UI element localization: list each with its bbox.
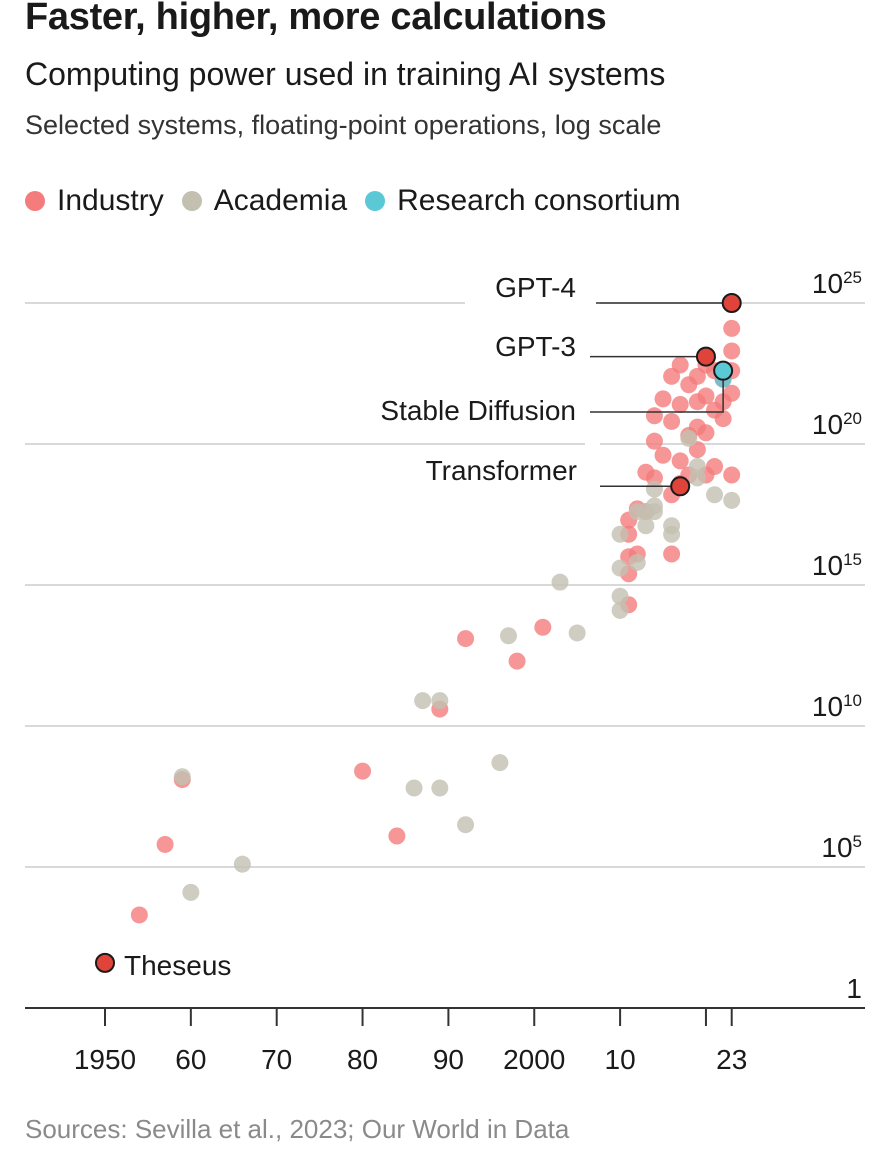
point-industry-19	[645, 432, 663, 450]
highlight-point-theseus	[95, 952, 115, 973]
point-academia-19	[637, 517, 655, 535]
y-tick-label-20: 1020	[812, 409, 862, 440]
x-tick-label-1970: 70	[261, 1044, 292, 1075]
point-academia-8	[491, 754, 509, 772]
point-academia-28	[706, 486, 724, 504]
legend-academia-dot	[181, 191, 202, 211]
point-industry-28	[671, 396, 689, 414]
legend-item-industry: Industry	[25, 184, 164, 218]
point-industry-18	[645, 407, 663, 425]
point-academia-16	[628, 553, 646, 571]
legend-industry-dot	[25, 191, 45, 211]
annotation-label-theseus: Theseus	[124, 950, 231, 981]
y-tick-label-10: 1010	[812, 691, 862, 722]
annotation-label-gpt-3: GPT-3	[495, 331, 576, 362]
point-academia-0	[173, 768, 191, 786]
source-note: Sources: Sevilla et al., 2023; Our World…	[25, 1114, 570, 1144]
point-industry-44	[706, 458, 724, 476]
point-academia-21	[645, 497, 663, 515]
x-tick-label-2000: 2000	[503, 1044, 565, 1075]
legend: Industry Academia Research consortium	[25, 184, 699, 218]
point-industry-52	[723, 466, 741, 484]
leader-line-stable-diffusion	[590, 370, 724, 413]
point-industry-48	[723, 342, 741, 360]
point-industry-6	[457, 630, 475, 648]
legend-industry-label: Industry	[57, 184, 164, 217]
point-academia-6	[431, 692, 449, 710]
point-academia-5	[431, 779, 449, 797]
point-industry-51	[723, 384, 741, 402]
point-academia-12	[611, 601, 629, 619]
point-industry-7	[508, 652, 526, 670]
legend-consortium-label: Research consortium	[397, 184, 681, 217]
point-academia-4	[405, 779, 423, 797]
x-tick-label-1960: 60	[175, 1044, 206, 1075]
y-tick-label-25: 1025	[812, 268, 862, 299]
point-academia-11	[568, 624, 586, 642]
point-academia-27	[688, 469, 706, 487]
point-academia-22	[645, 480, 663, 498]
point-industry-27	[671, 356, 689, 374]
point-industry-49	[723, 319, 741, 337]
highlight-point-gpt-3	[695, 346, 716, 367]
point-industry-3	[354, 762, 372, 780]
legend-consortium-dot	[365, 191, 386, 211]
point-academia-10	[551, 573, 569, 591]
point-industry-8	[534, 618, 552, 636]
point-academia-13	[611, 587, 629, 605]
point-academia-24	[663, 525, 681, 543]
point-academia-14	[611, 559, 629, 577]
point-industry-1	[156, 835, 174, 853]
point-academia-1	[182, 883, 200, 901]
point-industry-21	[654, 390, 672, 408]
point-academia-29	[723, 491, 741, 509]
chart-title: Faster, higher, more calculations	[25, 0, 607, 38]
point-industry-0	[130, 906, 148, 924]
x-tick-label-1950: 1950	[74, 1044, 136, 1075]
point-industry-39	[697, 387, 715, 405]
chart-subtitle: Computing power used in training AI syst…	[25, 56, 666, 92]
y-tick-label-0: 1	[846, 973, 862, 1004]
point-industry-40	[697, 424, 715, 442]
point-academia-7	[457, 816, 475, 834]
highlight-point-transformer	[670, 476, 691, 497]
legend-item-research-consortium: Research consortium	[365, 184, 681, 218]
point-academia-2	[233, 855, 251, 873]
point-industry-25	[663, 412, 681, 430]
annotation-label-gpt-4: GPT-4	[495, 272, 576, 303]
legend-academia-label: Academia	[213, 184, 348, 217]
point-industry-23	[663, 545, 681, 563]
highlight-point-stable-diffusion	[713, 360, 734, 381]
x-tick-label-1980: 80	[347, 1044, 378, 1075]
x-tick-label-2023: 23	[716, 1044, 747, 1075]
point-academia-15	[611, 525, 629, 543]
point-academia-9	[499, 627, 517, 645]
highlight-point-gpt-4	[721, 293, 742, 313]
point-industry-47	[714, 410, 732, 428]
point-industry-4	[388, 827, 406, 845]
point-academia-25	[680, 429, 698, 447]
point-academia-3	[414, 692, 432, 710]
legend-item-academia: Academia	[181, 184, 348, 218]
y-tick-label-5: 105	[821, 832, 862, 863]
annotation-label-transformer: Transformer	[426, 455, 577, 486]
annotation-label-stable-diffusion: Stable Diffusion	[380, 395, 576, 426]
point-industry-22	[654, 446, 672, 464]
y-tick-label-15: 1015	[812, 550, 862, 581]
x-tick-label-2010: 10	[605, 1044, 636, 1075]
point-industry-29	[671, 452, 689, 470]
chart-description: Selected systems, floating-point operati…	[25, 110, 662, 140]
x-tick-label-1990: 90	[433, 1044, 464, 1075]
